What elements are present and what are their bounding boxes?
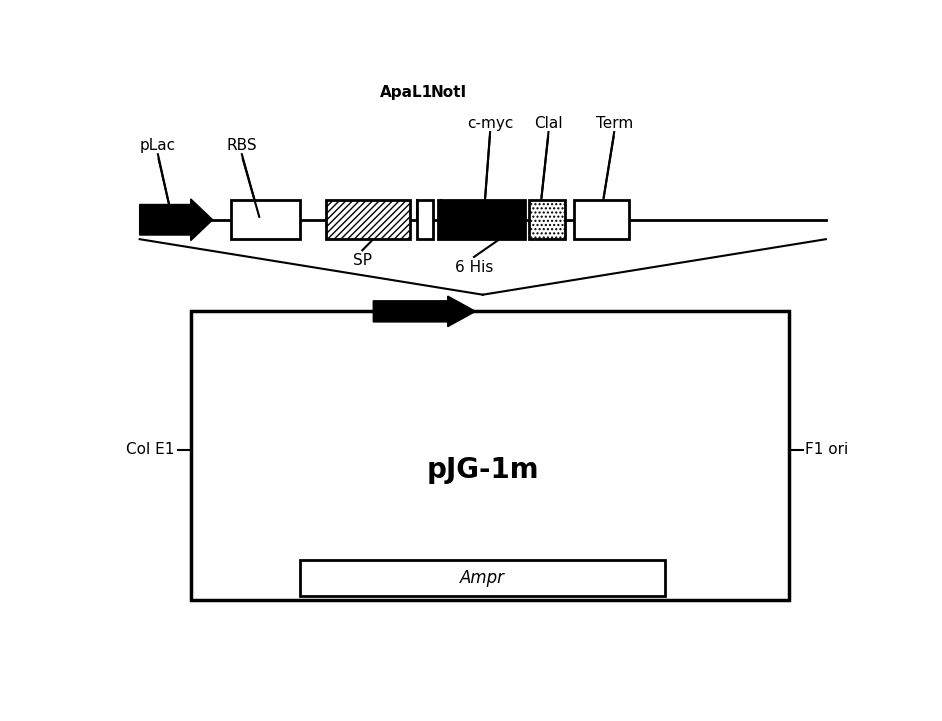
- Text: pJG-1m: pJG-1m: [427, 456, 539, 484]
- Text: RBS: RBS: [226, 138, 257, 153]
- Text: ClaI: ClaI: [534, 116, 563, 131]
- FancyArrow shape: [139, 199, 213, 241]
- Text: NotI: NotI: [430, 85, 466, 100]
- Bar: [300, 560, 665, 596]
- Bar: [574, 200, 629, 239]
- Text: pLac: pLac: [139, 138, 176, 153]
- Bar: [417, 200, 433, 239]
- Text: SP: SP: [353, 253, 372, 268]
- Bar: [528, 200, 565, 239]
- Text: 6 His: 6 His: [455, 260, 494, 275]
- Bar: [326, 200, 410, 239]
- Bar: [437, 200, 525, 239]
- Text: c-myc: c-myc: [467, 116, 513, 131]
- Text: ApaL1: ApaL1: [380, 85, 432, 100]
- Text: Term: Term: [595, 116, 633, 131]
- FancyArrow shape: [373, 296, 476, 327]
- Text: Ampr: Ampr: [461, 569, 505, 587]
- Bar: [190, 311, 789, 600]
- Text: F1 ori: F1 ori: [805, 443, 849, 457]
- Bar: [231, 200, 300, 239]
- Text: Col E1: Col E1: [126, 443, 174, 457]
